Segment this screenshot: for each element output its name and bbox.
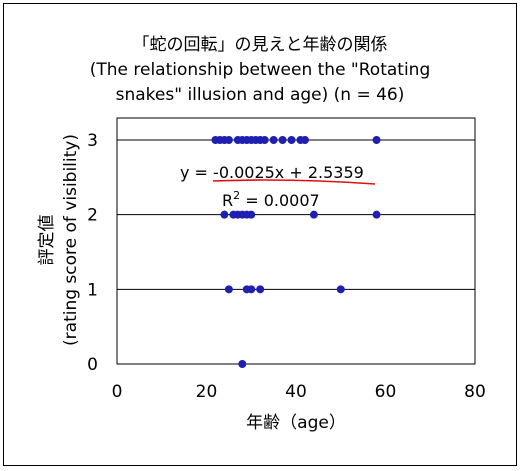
- r-squared-label: R2 = 0.0007: [222, 189, 320, 210]
- data-point: [220, 210, 229, 219]
- data-point: [224, 136, 233, 144]
- y-tick-label: 2: [87, 206, 98, 226]
- trendline-underline: [212, 179, 376, 185]
- y-tick-label: 1: [87, 280, 98, 300]
- plot-area: [116, 117, 476, 365]
- chart-frame: [3, 3, 517, 466]
- x-tick-label: 0: [112, 382, 123, 402]
- y-tick-labels: 0 1 2 3: [87, 131, 98, 375]
- y-axis-label-line-2: (rating score of visibility): [61, 134, 81, 346]
- y-axis-label: 評定値 (rating score of visibility): [37, 134, 81, 346]
- trendline-equation: y = -0.0025x + 2.5359: [180, 163, 364, 182]
- chart-title-line-2: (The relationship between the "Rotating: [90, 60, 431, 80]
- gridlines: [117, 139, 475, 290]
- x-tick-label: 80: [464, 382, 486, 402]
- data-point: [260, 136, 269, 144]
- data-point: [372, 210, 381, 219]
- y-tick-label: 0: [87, 355, 98, 375]
- chart-title-line-3: snakes" illusion and age) (n = 46): [116, 85, 405, 105]
- y-tick-label: 3: [87, 131, 98, 151]
- chart-title-line-1: 「蛇の回転」の見えと年齢の関係: [133, 35, 388, 55]
- x-axis-label: 年齢（age）: [246, 413, 346, 433]
- data-point: [238, 360, 247, 368]
- data-point: [256, 285, 265, 294]
- data-point: [300, 136, 309, 144]
- data-point: [224, 285, 233, 294]
- data-point: [309, 210, 318, 219]
- x-tick-label: 40: [285, 382, 307, 402]
- data-point: [269, 136, 278, 144]
- data-point: [247, 210, 256, 219]
- data-points: [211, 136, 381, 368]
- data-point: [278, 136, 287, 144]
- x-tick-label: 60: [375, 382, 397, 402]
- data-point: [287, 136, 296, 144]
- x-tick-label: 20: [196, 382, 218, 402]
- y-axis-label-line-1: 評定値: [37, 215, 57, 266]
- data-point: [247, 285, 256, 294]
- data-point: [336, 285, 345, 294]
- data-point: [372, 136, 381, 144]
- x-tick-labels: 0 20 40 60 80: [112, 382, 486, 402]
